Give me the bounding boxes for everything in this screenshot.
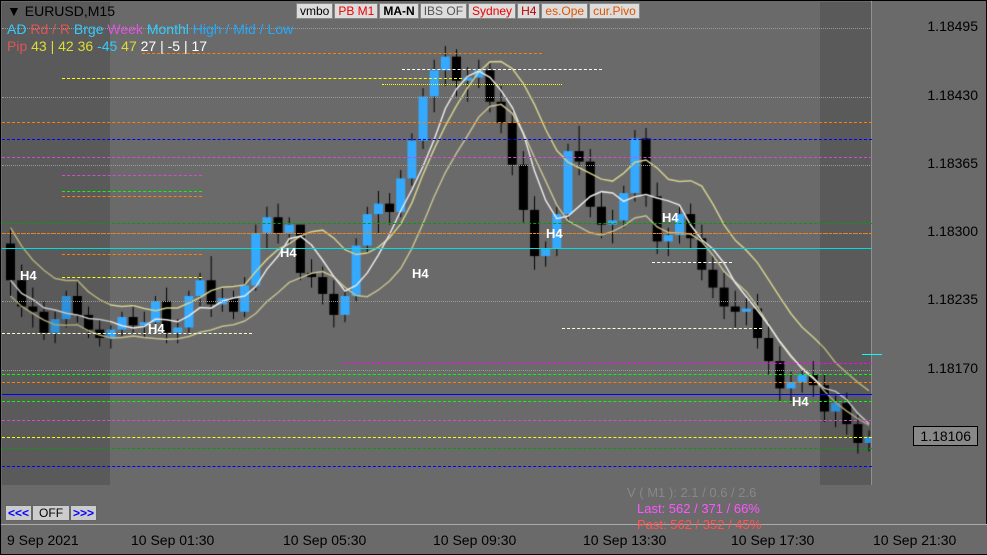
level-line <box>2 122 872 123</box>
level-line <box>2 139 872 140</box>
indicator-value: Pip <box>7 38 31 54</box>
indicator-tab[interactable]: IBS OF <box>420 3 467 19</box>
session-shadow <box>2 2 110 485</box>
indicator-tab[interactable]: vmbo <box>296 3 333 19</box>
indicator-value: Rd / R <box>30 21 74 37</box>
x-tick-label: 10 Sep 13:30 <box>583 532 666 548</box>
level-line <box>2 165 872 166</box>
y-tick-label: 1.18300 <box>927 223 978 239</box>
x-tick-label: 10 Sep 21:30 <box>873 532 956 548</box>
h4-marker: H4 <box>148 321 165 336</box>
h4-marker: H4 <box>546 226 563 241</box>
x-axis: 9 Sep 2021 10 Sep 01:30 10 Sep 05:30 10 Sep… <box>1 524 987 554</box>
level-line <box>62 78 462 79</box>
x-tick-label: 9 Sep 2021 <box>7 532 79 548</box>
h4-marker: H4 <box>792 394 809 409</box>
indicator-tabs: vmboPB M1MA-NIBS OFSydneyH4es.Opecur.Piv… <box>296 3 641 19</box>
indicator-value: Week <box>107 21 146 37</box>
level-line <box>2 301 872 302</box>
level-line <box>2 370 872 371</box>
indicator-tab[interactable]: MA-N <box>379 3 418 19</box>
h4-marker: H4 <box>412 266 429 281</box>
level-line <box>2 466 872 467</box>
indicator-tab[interactable]: PB M1 <box>334 3 378 19</box>
level-line <box>2 401 872 402</box>
indicator-value: 43 | 42 <box>31 38 77 54</box>
h4-marker: H4 <box>20 268 37 283</box>
chart-area[interactable]: H4 H4 H4 H4 H4 H4 H4 <box>2 2 872 484</box>
level-line <box>62 175 202 176</box>
indicator-tab[interactable]: Sydney <box>468 3 516 19</box>
level-line <box>62 254 202 255</box>
level-line <box>2 97 872 98</box>
x-tick-label: 10 Sep 05:30 <box>283 532 366 548</box>
y-tick-label: 1.18430 <box>927 87 978 103</box>
indicator-value: Monthl <box>147 21 193 37</box>
level-line <box>2 333 252 334</box>
indicator-row-1: AD Rd / R Brge Week Monthl High / Mid / … <box>7 21 293 37</box>
indicator-value: 27 | <box>141 38 168 54</box>
level-line <box>2 437 872 438</box>
level-line <box>402 69 602 70</box>
indicator-value: 36 <box>78 38 97 54</box>
indicator-value: High / Mid / Low <box>193 21 293 37</box>
x-tick-label: 10 Sep 01:30 <box>131 532 214 548</box>
level-line <box>2 374 872 375</box>
status-text: Past: 562 / 352 / 45% <box>637 517 761 532</box>
level-line <box>2 223 872 224</box>
level-line <box>2 157 872 158</box>
indicator-tab[interactable]: H4 <box>517 3 540 19</box>
level-line <box>2 394 872 395</box>
nav-prev-button[interactable]: <<< <box>5 505 32 521</box>
chart-container: H4 H4 H4 H4 H4 H4 H4 ▼ EURUSD,M15 vmboPB M1MA-… <box>0 0 987 555</box>
status-text: Last: 562 / 371 / 66% <box>637 501 760 516</box>
level-line <box>342 363 872 364</box>
level-line <box>62 277 202 278</box>
chart-header: ▼ EURUSD,M15 <box>7 3 115 19</box>
level-line <box>2 420 872 421</box>
dropdown-arrow[interactable]: ▼ <box>7 3 21 19</box>
level-line <box>862 354 882 355</box>
indicator-value: -5 | 17 <box>168 38 207 54</box>
nav-off-button[interactable]: OFF <box>32 505 70 521</box>
level-line <box>652 262 732 263</box>
level-line <box>562 328 762 329</box>
y-tick-label: 1.18365 <box>927 155 978 171</box>
level-line <box>2 448 872 449</box>
level-line <box>62 196 202 197</box>
level-line <box>2 233 872 234</box>
indicator-value: AD <box>7 21 30 37</box>
indicator-value: 47 <box>121 38 140 54</box>
level-line <box>62 191 202 192</box>
x-tick-label: 10 Sep 09:30 <box>433 532 516 548</box>
price-chart-canvas <box>2 2 872 485</box>
status-text: V ( M1 ): 2.1 / 0.6 / 2.6 <box>627 485 756 500</box>
symbol-label: EURUSD,M15 <box>25 3 115 19</box>
y-tick-label: 1.18235 <box>927 291 978 307</box>
nav-buttons: <<<OFF>>> <box>5 506 97 520</box>
h4-marker: H4 <box>662 210 679 225</box>
indicator-tab[interactable]: es.Ope <box>541 3 588 19</box>
h4-marker: H4 <box>280 245 297 260</box>
level-line <box>382 84 562 85</box>
indicator-row-2: Pip 43 | 42 36 -45 47 27 | -5 | 17 <box>7 38 207 54</box>
level-line <box>2 382 872 383</box>
y-axis: 1.18495 1.18430 1.18365 1.18300 1.18235 1.181… <box>871 1 986 485</box>
x-tick-label: 10 Sep 17:30 <box>731 532 814 548</box>
nav-next-button[interactable]: >>> <box>70 505 97 521</box>
y-tick-label: 1.18170 <box>927 360 978 376</box>
indicator-value: -45 <box>97 38 121 54</box>
session-shadow <box>820 2 872 485</box>
current-price-box: 1.18106 <box>913 426 978 446</box>
indicator-tab[interactable]: cur.Pivo <box>589 3 640 19</box>
level-line <box>2 248 872 249</box>
indicator-value: Brge <box>74 21 107 37</box>
y-tick-label: 1.18495 <box>927 18 978 34</box>
